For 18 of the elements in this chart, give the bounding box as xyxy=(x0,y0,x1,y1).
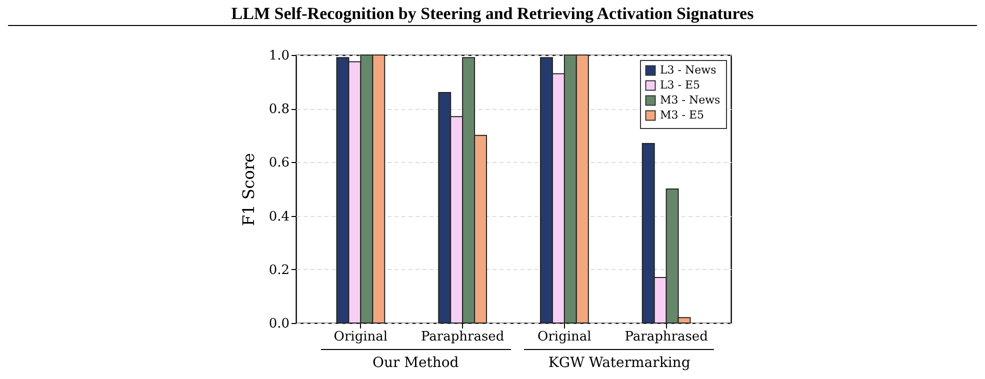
text: KGW Watermarking xyxy=(547,355,692,371)
x-tick-label: Original xyxy=(538,330,592,344)
y-axis-title: F1 Score xyxy=(238,152,258,226)
x-tick-label: Paraphrased xyxy=(624,330,708,344)
y-tick-label: 0.0 xyxy=(268,316,290,332)
x-tick-label: Original xyxy=(334,330,388,344)
y-tick-label: 0.6 xyxy=(268,156,290,171)
y-tick-label: 0.2 xyxy=(268,262,290,278)
legend-label: L3 - News xyxy=(660,64,717,76)
legend-label: M3 - News xyxy=(660,94,721,106)
y-tick-label: 0.4 xyxy=(268,209,290,224)
chart-title: LLM Self-Recognition by Steering and Retrieving Activation Signatures xyxy=(230,4,755,24)
legend-label: M3 - E5 xyxy=(660,108,704,122)
x-tick-label: Paraphrased xyxy=(420,330,504,344)
y-tick-label: 1.0 xyxy=(268,48,290,64)
y-tick-label: 0.8 xyxy=(268,102,290,118)
legend-label: L3 - E5 xyxy=(660,78,700,92)
text: Our Method xyxy=(371,355,460,371)
